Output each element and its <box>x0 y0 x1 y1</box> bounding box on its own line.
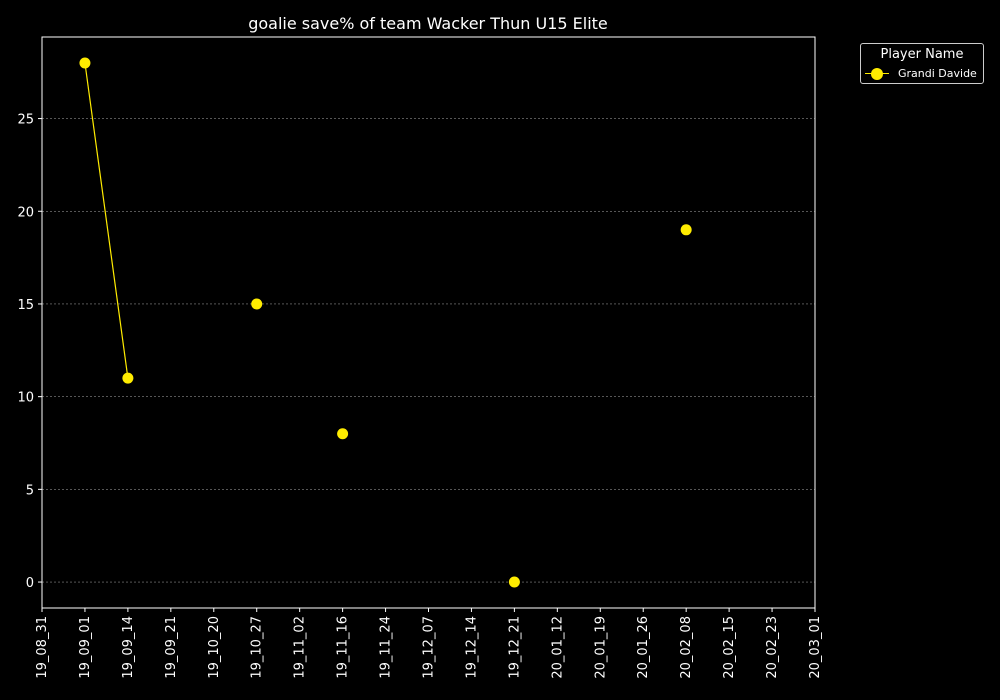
y-tick-label: 20 <box>17 205 34 220</box>
x-tick-label: 19_10_27 <box>250 616 265 679</box>
data-point <box>337 428 349 440</box>
x-tick-label: 20_02_08 <box>679 616 694 679</box>
x-tick-label: 19_11_02 <box>293 616 308 679</box>
y-tick-label: 5 <box>26 483 34 498</box>
x-tick-label: 19_09_21 <box>164 616 179 679</box>
x-tick-label: 20_01_26 <box>636 616 651 679</box>
plot-area <box>41 36 816 609</box>
legend: Player Name Grandi Davide <box>860 43 984 84</box>
x-tick-label: 19_08_31 <box>35 616 50 679</box>
x-tick-label: 19_12_07 <box>422 616 437 679</box>
x-tick-label: 20_02_15 <box>722 616 737 679</box>
data-point <box>79 57 91 69</box>
data-point <box>122 372 134 384</box>
data-point <box>680 224 692 236</box>
x-tick-label: 19_09_14 <box>121 616 136 679</box>
x-tick-label: 20_02_23 <box>765 616 780 679</box>
y-tick-label: 15 <box>17 298 34 313</box>
data-point <box>508 576 520 588</box>
y-tick-label: 25 <box>17 113 34 128</box>
x-axis: 19_08_31 19_09_01 19_09_14 19_09_21 19_10_20… <box>35 608 823 679</box>
x-tick-label: 19_12_14 <box>464 616 479 679</box>
series-line-segment <box>84 62 129 379</box>
legend-label: Grandi Davide <box>898 67 977 80</box>
x-tick-label: 20_01_12 <box>550 616 565 679</box>
data-point <box>251 298 263 310</box>
y-axis: 0 5 10 15 20 25 <box>17 113 42 591</box>
x-tick-label: 20_03_01 <box>808 616 823 679</box>
legend-entry: Grandi Davide <box>865 66 983 82</box>
series-grandi-davide <box>79 57 692 588</box>
x-tick-label: 19_09_01 <box>78 616 93 679</box>
legend-title: Player Name <box>880 47 964 62</box>
x-tick-label: 20_01_19 <box>593 616 608 679</box>
legend-marker-icon <box>871 68 883 80</box>
x-tick-label: 19_12_21 <box>507 616 522 679</box>
y-tick-label: 10 <box>17 391 34 406</box>
y-tick-label: 0 <box>26 576 34 591</box>
grid-lines <box>42 118 815 583</box>
chart-title: goalie save% of team Wacker Thun U15 Eli… <box>248 14 608 33</box>
x-tick-label: 19_10_20 <box>207 616 222 679</box>
x-tick-label: 19_11_24 <box>379 616 394 679</box>
x-tick-label: 19_11_16 <box>336 616 351 679</box>
